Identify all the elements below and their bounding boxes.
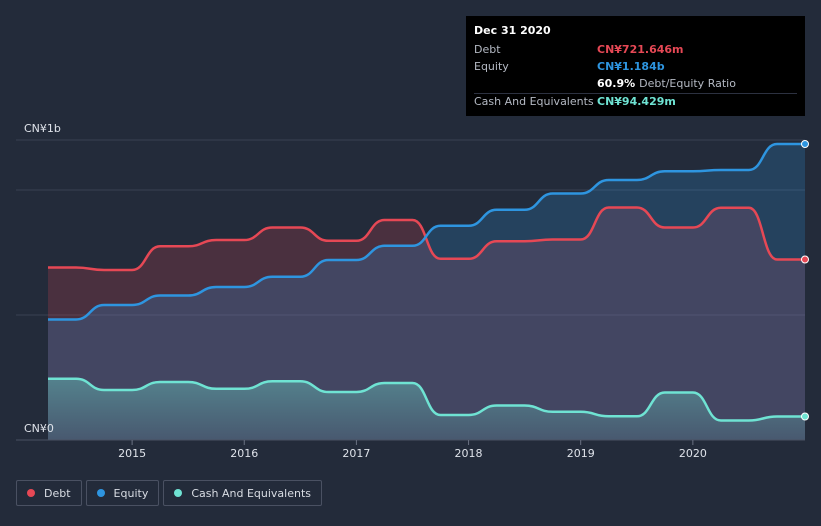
x-tick-label-2015: 2015	[118, 447, 146, 460]
line-debt	[48, 206, 805, 272]
tooltip-ratio-label: Debt/Equity Ratio	[639, 77, 736, 90]
y-tick-label-bottom: CN¥0	[24, 422, 54, 435]
series-areas	[48, 144, 805, 440]
x-axis-ticks: 2015 2016 2017 2018 2019 2020	[118, 440, 707, 460]
legend-item-cash[interactable]: Cash And Equivalents	[163, 480, 322, 506]
tooltip-row-cash: Cash And Equivalents CN¥94.429m	[474, 93, 797, 111]
tooltip-row-debt: Debt CN¥721.646m	[474, 42, 797, 59]
legend-dot-cash	[174, 489, 183, 497]
tooltip-ratio-value: 60.9%	[597, 77, 636, 90]
tooltip-debt-label: Debt	[474, 43, 501, 56]
tooltip-row-equity: Equity CN¥1.184b	[474, 59, 797, 76]
x-tick-label-2018: 2018	[455, 447, 483, 460]
x-tick-label-2020: 2020	[679, 447, 707, 460]
end-marker-cash	[801, 412, 809, 421]
area-cash	[48, 378, 805, 440]
legend-dot-equity	[96, 489, 105, 497]
x-tick-label-2017: 2017	[342, 447, 370, 460]
legend-item-equity[interactable]: Equity	[85, 480, 160, 506]
tooltip-equity-value: CN¥1.184b	[597, 60, 665, 73]
tooltip-row-ratio: 60.9% Debt/Equity Ratio	[474, 76, 797, 93]
tooltip-ratio-spacer	[474, 76, 597, 93]
series-lines	[47, 142, 805, 422]
tooltip-cash-value: CN¥94.429m	[597, 95, 676, 108]
y-tick-label-top: CN¥1b	[24, 122, 61, 135]
x-tick-label-2019: 2019	[567, 447, 595, 460]
tooltip-cash-label: Cash And Equivalents	[474, 95, 594, 108]
area-equity	[48, 144, 805, 440]
legend-dot-debt	[27, 489, 35, 497]
legend-item-debt[interactable]: Debt	[16, 480, 82, 506]
legend-label-equity: Equity	[113, 486, 149, 500]
legend-label-debt: Debt	[44, 486, 71, 500]
tooltip-equity-label: Equity	[474, 60, 509, 73]
series-end-markers	[801, 140, 809, 421]
tooltip-debt-value: CN¥721.646m	[597, 43, 684, 56]
tooltip-date: Dec 31 2020	[474, 24, 551, 37]
line-cash	[48, 377, 805, 422]
x-tick-label-2016: 2016	[230, 447, 258, 460]
tooltip-panel: Dec 31 2020 Debt CN¥721.646m Equity CN¥1…	[466, 16, 805, 116]
end-marker-debt	[801, 255, 809, 264]
end-marker-equity	[801, 140, 809, 148]
area-debt	[48, 207, 805, 440]
gridlines	[16, 139, 805, 316]
chart-legend: Debt Equity Cash And Equivalents	[16, 480, 326, 506]
line-equity	[47, 142, 805, 321]
legend-label-cash: Cash And Equivalents	[191, 486, 311, 500]
